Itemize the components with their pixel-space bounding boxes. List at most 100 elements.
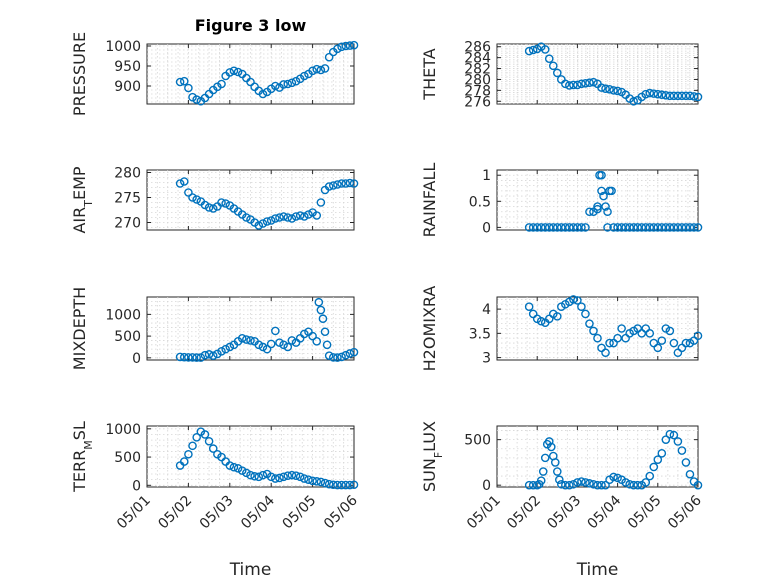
data-point bbox=[673, 91, 683, 101]
data-point bbox=[333, 480, 342, 490]
data-point bbox=[229, 462, 239, 472]
data-point bbox=[536, 476, 546, 485]
y-tick-label: 3.5 bbox=[469, 326, 491, 342]
data-point bbox=[275, 213, 284, 222]
data-point bbox=[208, 204, 218, 213]
data-point bbox=[316, 305, 326, 315]
data-point bbox=[179, 177, 189, 186]
data-point bbox=[192, 353, 201, 362]
data-point bbox=[565, 223, 574, 232]
data-point bbox=[184, 353, 193, 362]
data-point bbox=[271, 326, 280, 336]
data-point bbox=[581, 78, 590, 88]
data-point bbox=[550, 458, 560, 467]
data-point bbox=[337, 480, 346, 490]
data-point bbox=[661, 435, 671, 444]
data-point bbox=[258, 470, 268, 480]
data-point bbox=[258, 342, 268, 352]
data-point bbox=[279, 472, 288, 482]
y-axis-label: MIXDEPTH bbox=[70, 287, 89, 370]
data-point bbox=[254, 340, 264, 350]
data-point bbox=[657, 336, 667, 345]
data-point bbox=[324, 351, 334, 360]
data-point bbox=[555, 475, 564, 485]
data-point bbox=[524, 223, 534, 232]
series-points bbox=[175, 177, 359, 230]
data-point bbox=[657, 90, 667, 100]
data-point bbox=[349, 179, 359, 188]
data-point bbox=[524, 302, 534, 311]
data-point bbox=[229, 66, 239, 76]
data-point bbox=[237, 333, 247, 343]
x-tick-label: 05/02 bbox=[155, 493, 195, 533]
data-point bbox=[345, 480, 355, 490]
data-point bbox=[328, 353, 338, 362]
data-point bbox=[246, 77, 255, 87]
data-point bbox=[561, 480, 570, 490]
data-point bbox=[536, 223, 546, 232]
x-tick-label: 05/01 bbox=[114, 493, 154, 533]
data-point bbox=[200, 350, 210, 360]
data-point bbox=[532, 223, 542, 232]
data-point bbox=[250, 471, 259, 481]
data-point bbox=[645, 471, 655, 481]
data-point bbox=[175, 77, 185, 87]
y-axis-label: SUNFLUX bbox=[420, 421, 445, 492]
y-axis-label: PRESSURE bbox=[70, 32, 89, 116]
data-point bbox=[279, 340, 288, 350]
data-point bbox=[349, 347, 359, 357]
data-point bbox=[233, 464, 243, 473]
data-point bbox=[681, 223, 691, 232]
data-point bbox=[633, 223, 643, 232]
data-point bbox=[308, 476, 317, 486]
x-axis-label: Time bbox=[576, 560, 619, 580]
series-points bbox=[175, 40, 359, 106]
y-tick-label: 0.5 bbox=[469, 194, 491, 210]
data-point bbox=[196, 353, 206, 362]
series-points bbox=[524, 429, 703, 490]
data-point bbox=[546, 442, 556, 452]
data-point bbox=[540, 453, 550, 463]
data-point bbox=[316, 477, 326, 487]
data-point bbox=[693, 480, 703, 490]
y-axis-label: AIRTEMP bbox=[70, 166, 95, 233]
data-point bbox=[593, 202, 602, 211]
y-tick-label: 270 bbox=[114, 216, 141, 232]
x-tick-label: 05/04 bbox=[238, 492, 278, 532]
data-point bbox=[242, 213, 251, 222]
grid-lines bbox=[147, 44, 354, 104]
grid-lines bbox=[497, 426, 698, 487]
data-point bbox=[287, 214, 297, 223]
data-point bbox=[225, 68, 235, 77]
data-point bbox=[188, 441, 197, 451]
x-tick-label: 05/06 bbox=[665, 492, 705, 532]
data-point bbox=[279, 80, 288, 89]
data-point bbox=[597, 170, 606, 180]
series-points bbox=[175, 297, 359, 362]
data-point bbox=[653, 343, 663, 353]
data-point bbox=[295, 472, 305, 482]
data-point bbox=[324, 182, 334, 191]
data-point bbox=[349, 480, 359, 490]
data-point bbox=[300, 71, 309, 81]
data-point bbox=[677, 91, 687, 101]
data-point bbox=[308, 331, 317, 341]
data-point bbox=[308, 66, 317, 76]
data-point bbox=[649, 89, 659, 98]
data-point bbox=[271, 214, 280, 223]
data-point bbox=[341, 480, 351, 490]
data-point bbox=[283, 342, 293, 352]
data-point bbox=[585, 78, 594, 88]
data-point bbox=[617, 324, 626, 333]
data-point bbox=[593, 480, 602, 490]
x-tick-label: 05/04 bbox=[585, 492, 625, 532]
data-point bbox=[661, 90, 671, 100]
data-point bbox=[577, 79, 586, 89]
data-point bbox=[242, 468, 251, 478]
data-point bbox=[581, 223, 590, 232]
data-point bbox=[324, 52, 334, 62]
data-point bbox=[322, 340, 332, 350]
data-point bbox=[601, 202, 610, 211]
data-point bbox=[693, 223, 703, 232]
